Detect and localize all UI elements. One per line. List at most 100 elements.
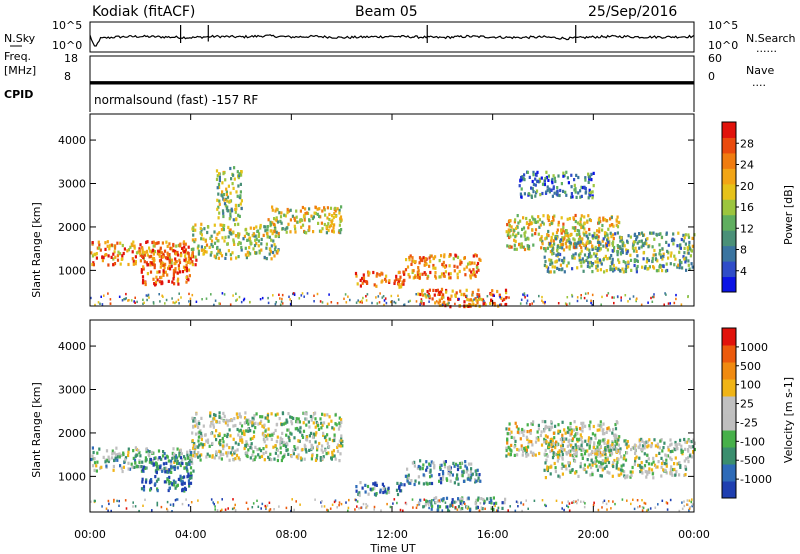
- power-cell: [558, 193, 561, 198]
- power-cell: [586, 256, 589, 260]
- velocity-cell: [148, 450, 151, 454]
- power-speckle-cell: [632, 295, 635, 298]
- velocity-cell: [190, 474, 193, 478]
- power-cell: [366, 281, 369, 285]
- velocity-cell: [656, 465, 659, 469]
- velocity-cell: [247, 448, 250, 452]
- velocity-cell: [142, 485, 146, 489]
- power-cell: [234, 234, 238, 238]
- velocity-cell: [219, 443, 222, 447]
- velocity-cell: [612, 433, 616, 437]
- velocity-cell: [535, 436, 538, 440]
- velocity-cell: [493, 502, 496, 506]
- power-cell: [316, 207, 319, 211]
- power-cell: [127, 262, 130, 267]
- power-cell: [419, 292, 422, 297]
- power-cell: [192, 247, 195, 251]
- velocity-speckle-cell: [138, 509, 140, 513]
- velocity-speckle-cell: [509, 505, 511, 508]
- power-speckle-cell: [147, 293, 150, 297]
- power-speckle-cell: [321, 301, 324, 304]
- power-speckle-cell: [466, 294, 468, 298]
- power-cell: [690, 262, 693, 266]
- power-cell: [145, 261, 148, 265]
- velocity-cell: [593, 443, 596, 447]
- velocity-speckle-cell: [336, 506, 338, 509]
- power-speckle-cell: [316, 292, 319, 296]
- power-cell: [547, 174, 550, 178]
- velocity-cell: [575, 445, 578, 450]
- power-cell: [338, 211, 341, 215]
- velocity-cell: [527, 453, 530, 457]
- power-cell: [400, 283, 403, 287]
- velocity-cell: [243, 432, 246, 436]
- velocity-cell: [279, 436, 282, 440]
- velocity-cell: [616, 440, 619, 444]
- power-cell: [549, 250, 552, 254]
- power-speckle-cell: [345, 301, 348, 304]
- power-cell: [568, 247, 571, 251]
- power-cell: [148, 255, 151, 259]
- power-cell: [159, 265, 162, 269]
- power-cell: [121, 254, 124, 258]
- power-cell: [172, 249, 175, 253]
- power-speckle-cell: [499, 303, 501, 307]
- power-speckle-cell: [100, 295, 102, 298]
- power-cell: [661, 269, 664, 273]
- velocity-cell: [262, 433, 265, 437]
- power-cell: [537, 215, 540, 219]
- velocity-cell: [256, 448, 259, 452]
- velocity-cell: [613, 436, 616, 440]
- power-cell: [286, 211, 289, 215]
- power-cell: [194, 255, 197, 259]
- power-cell: [551, 246, 554, 250]
- velocity-cell: [656, 442, 659, 446]
- power-cell: [574, 213, 577, 218]
- power-cell: [647, 245, 650, 249]
- power-cell: [216, 246, 219, 250]
- velocity-colorbar-label-3: 25: [740, 398, 754, 411]
- power-cell: [589, 190, 592, 194]
- velocity-cell: [379, 490, 382, 494]
- velocity-cell: [514, 421, 517, 425]
- velocity-cell: [603, 432, 606, 436]
- power-speckle-cell: [210, 293, 212, 296]
- velocity-cell: [183, 455, 186, 459]
- power-cell: [397, 283, 400, 287]
- power-cell: [478, 257, 481, 261]
- velocity-speckle-cell: [166, 509, 169, 512]
- power-cell: [669, 254, 672, 258]
- power-cell: [138, 249, 141, 253]
- power-cell: [638, 232, 641, 236]
- power-region-10: [518, 170, 595, 200]
- power-cell: [591, 270, 594, 274]
- power-ytick-label-1: 2000: [58, 221, 86, 234]
- power-cell: [218, 175, 221, 180]
- power-cell: [168, 256, 172, 260]
- power-cell: [455, 291, 458, 295]
- power-cell: [456, 272, 459, 276]
- velocity-cell: [185, 467, 189, 472]
- velocity-cell: [678, 473, 681, 477]
- power-speckle-cell: [675, 293, 677, 297]
- velocity-cell: [122, 465, 125, 469]
- velocity-speckle-cell: [428, 506, 430, 510]
- power-cell: [180, 251, 183, 256]
- power-cell: [116, 258, 120, 262]
- power-cell: [690, 249, 693, 253]
- power-cell: [551, 232, 555, 236]
- velocity-speckle-cell: [438, 499, 440, 502]
- velocity-cell: [308, 434, 311, 438]
- velocity-cell: [545, 440, 548, 444]
- velocity-cell: [222, 419, 226, 423]
- power-cell: [556, 186, 559, 190]
- velocity-cell: [186, 453, 189, 457]
- velocity-cell: [439, 466, 442, 470]
- velocity-cell: [437, 504, 440, 508]
- power-cell: [95, 256, 98, 260]
- power-cell: [571, 267, 574, 271]
- velocity-cell: [570, 432, 573, 436]
- velocity-cell: [551, 456, 555, 460]
- power-cell: [397, 270, 400, 275]
- power-cell: [450, 294, 453, 298]
